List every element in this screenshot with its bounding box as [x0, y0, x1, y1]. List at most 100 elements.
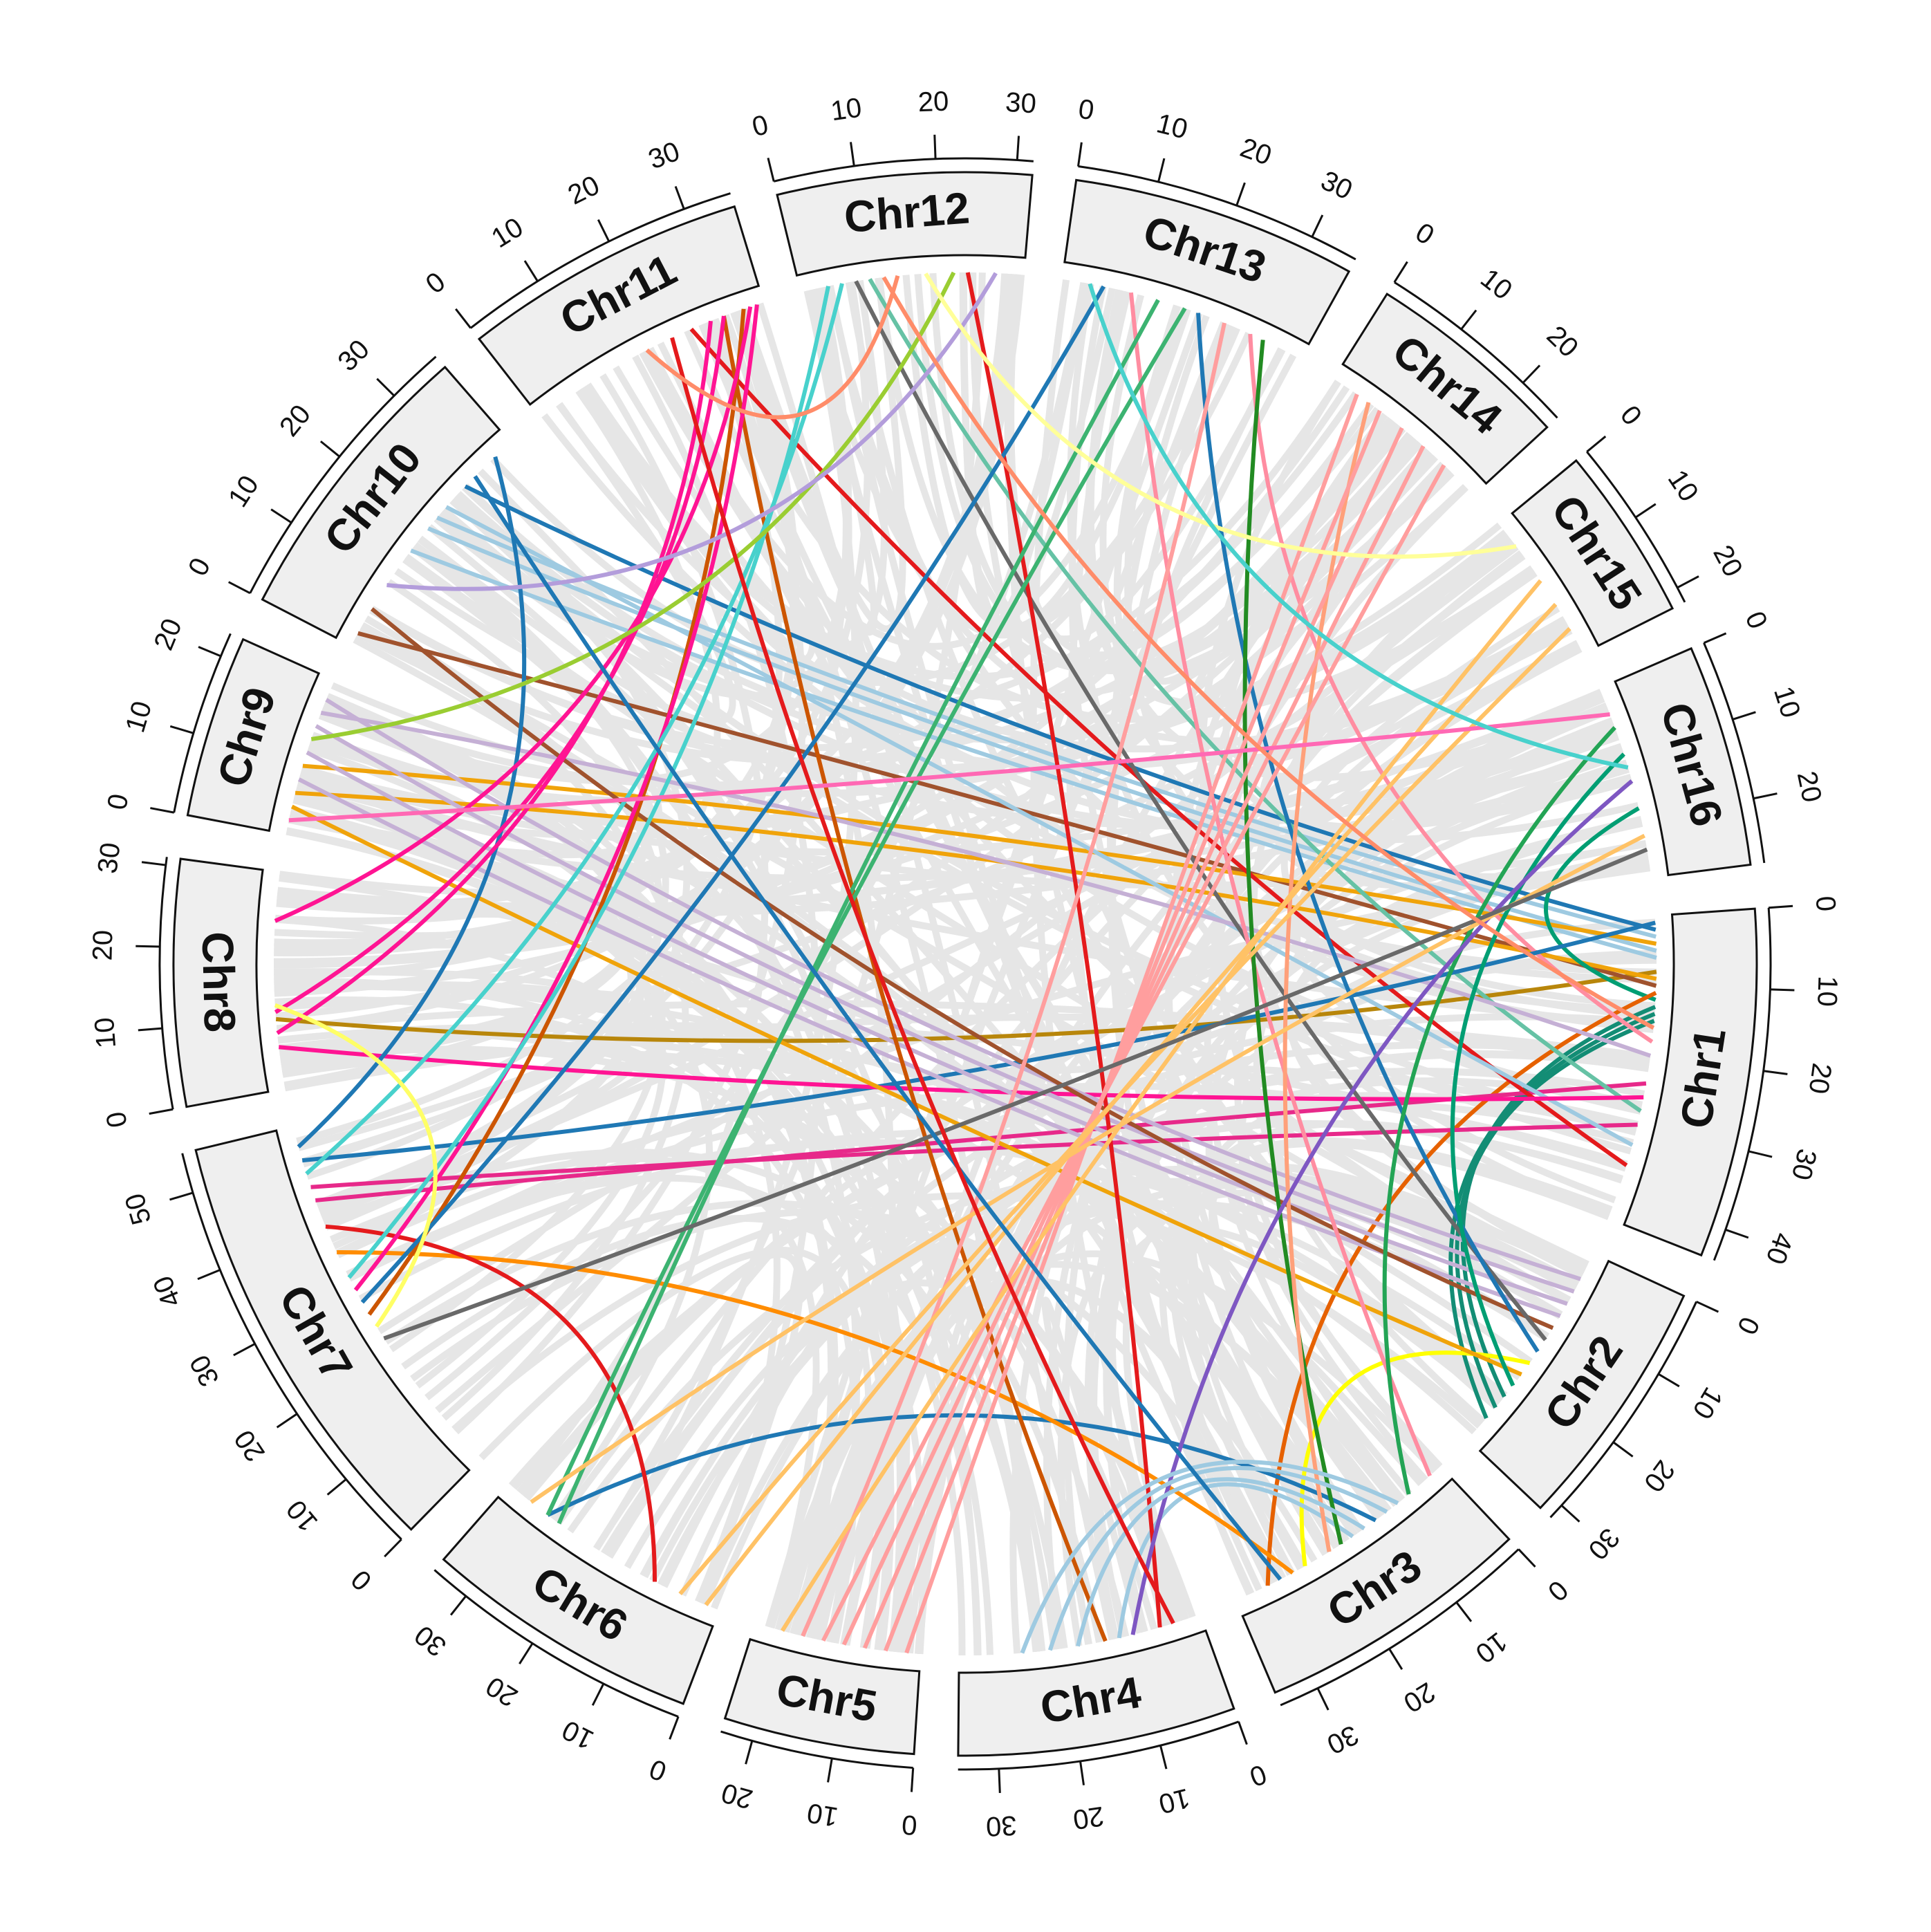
axis-tick [767, 157, 775, 182]
synteny-link [1460, 1005, 1657, 1398]
tick-label: 10 [120, 698, 158, 736]
axis-tick [519, 1642, 534, 1664]
synteny-link [881, 276, 1655, 1030]
chromosome-label: Chr12 [842, 183, 971, 242]
tick-label: 20 [87, 929, 118, 960]
axis-tick [1696, 1301, 1719, 1313]
synteny-link [821, 464, 1446, 1642]
axis-tick [1157, 158, 1166, 183]
synteny-link [1128, 292, 1432, 1477]
axis-tick [1657, 1373, 1680, 1388]
tick-label: 0 [646, 1753, 671, 1787]
background-link [478, 1247, 873, 1646]
axis-tick [1769, 904, 1793, 909]
synteny-link [288, 712, 1610, 823]
chromosome-axis [1280, 1548, 1520, 1707]
tick-label: 30 [985, 1810, 1017, 1841]
tick-label: 20 [563, 170, 604, 211]
synteny-link [924, 272, 1517, 559]
synteny-link [383, 847, 1648, 1341]
synteny-link [360, 285, 1106, 1304]
synteny-link [1088, 283, 1629, 770]
chromosome-band [194, 1129, 471, 1531]
axis-tick [449, 1595, 467, 1616]
tick-label: 10 [1475, 263, 1518, 306]
synteny-link [868, 278, 1642, 1113]
axis-tick [1634, 503, 1657, 519]
axis-tick [150, 807, 175, 814]
tick-label: 10 [281, 1494, 324, 1537]
axis-tick [276, 1413, 298, 1429]
tick-label: 30 [332, 334, 375, 378]
background-link [1099, 294, 1608, 781]
chromosome-band [186, 638, 321, 833]
synteny-link [1448, 1012, 1656, 1420]
axis-tick [850, 142, 855, 167]
background-link [1112, 1271, 1287, 1595]
chromosome-axis [181, 1153, 402, 1541]
axis-tick [1238, 1721, 1248, 1745]
background-link [1269, 1117, 1589, 1294]
axis-tick [319, 440, 341, 458]
tick-label: 10 [1811, 976, 1843, 1007]
axis-tick [1732, 711, 1756, 721]
axis-tick [1460, 309, 1477, 331]
axis-tick [198, 646, 221, 658]
chromosome-band [261, 365, 501, 640]
synteny-link [445, 505, 1634, 1147]
chromosome-chr8: 0 10 20 30 Chr8 [87, 841, 270, 1130]
axis-tick [1522, 364, 1541, 384]
tick-label: 50 [120, 1190, 158, 1228]
tick-label: 20 [1541, 320, 1585, 364]
synteny-link [310, 271, 956, 741]
axis-tick [233, 1343, 256, 1357]
axis-tick [669, 1716, 680, 1740]
background-link [1113, 304, 1508, 707]
tick-label: 10 [223, 470, 265, 512]
synteny-link [1450, 752, 1625, 1387]
synteny-link [386, 272, 998, 591]
tick-label: 20 [1236, 132, 1276, 171]
synteny-link [347, 286, 831, 1279]
tick-label: 30 [184, 1350, 225, 1391]
synteny-link [353, 304, 759, 1292]
chromosome-band [1063, 178, 1351, 346]
tick-label: 0 [901, 1809, 918, 1840]
chromosome-band [1478, 1259, 1686, 1510]
axis-tick [1677, 575, 1699, 589]
synteny-link [721, 315, 1108, 1642]
tick-label: 20 [1638, 1455, 1681, 1498]
axis-tick [169, 725, 194, 734]
tick-label: 10 [1156, 1782, 1193, 1819]
axis-tick [674, 185, 685, 210]
background-link [902, 275, 1191, 632]
axis-tick [138, 1027, 162, 1032]
chromosome-axis [1703, 642, 1766, 864]
axis-tick [523, 260, 539, 282]
synteny-link [1544, 806, 1657, 1002]
synteny-link [305, 283, 844, 1176]
synteny-link [1117, 1482, 1354, 1639]
chromosome-axis [720, 1730, 913, 1770]
axis-tick [1763, 1070, 1788, 1075]
background-link [1057, 1178, 1580, 1647]
tick-label: 20 [718, 1777, 756, 1814]
axis-tick [1235, 182, 1246, 206]
synteny-link [325, 1224, 657, 1582]
tick-label: 0 [1410, 217, 1439, 251]
chromosome-axis [469, 192, 731, 329]
chromosome-axis [173, 633, 232, 813]
synteny-link [801, 322, 1226, 1637]
chromosome-band [477, 205, 761, 407]
synteny-link [884, 409, 1382, 1652]
tick-label: 20 [1791, 768, 1827, 805]
chromosome-axis [1713, 907, 1772, 1261]
chromosome-axis [1078, 165, 1356, 261]
background-link [740, 277, 906, 633]
axis-tick [376, 378, 395, 397]
chromosome-band [776, 171, 1034, 277]
